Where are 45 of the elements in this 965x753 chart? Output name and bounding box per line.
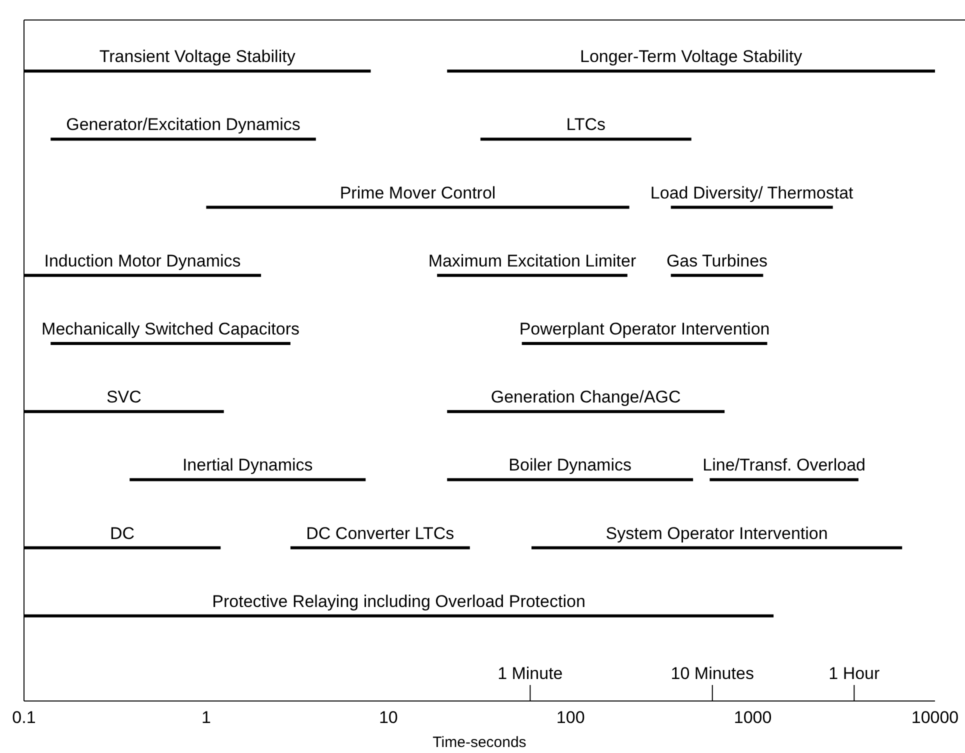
- data-label: Transient Voltage Stability: [99, 47, 296, 66]
- bar: [437, 274, 628, 277]
- ref-line-label: 1 Minute: [498, 664, 563, 683]
- bar: [531, 546, 902, 550]
- bar: [480, 138, 692, 141]
- x-tick-label: 100: [556, 708, 585, 727]
- data-label: SVC: [106, 388, 142, 407]
- x-tick-label: 10000: [911, 708, 959, 727]
- bar: [50, 342, 290, 345]
- data-label: Line/Transf. Overload: [702, 456, 866, 475]
- data-label: Generator/Excitation Dynamics: [66, 115, 300, 134]
- data-label: Longer-Term Voltage Stability: [580, 47, 803, 66]
- data-label: Induction Motor Dynamics: [44, 251, 241, 270]
- data-label: System Operator Intervention: [606, 524, 828, 543]
- bar: [522, 342, 768, 345]
- ref-line-label: 10 Minutes: [670, 664, 754, 683]
- x-tick-label: 1000: [734, 708, 772, 727]
- bar: [447, 478, 694, 482]
- bar: [206, 206, 630, 209]
- bar: [710, 478, 858, 482]
- data-label: DC Converter LTCs: [306, 524, 454, 543]
- bar: [50, 138, 316, 141]
- data-label: LTCs: [566, 115, 606, 134]
- x-tick-label: 0.1: [12, 708, 36, 727]
- bar: [130, 478, 366, 482]
- bar: [670, 274, 764, 277]
- bar: [670, 206, 833, 209]
- bar: [447, 70, 935, 73]
- bar: [290, 546, 470, 550]
- x-axis-title: Time-seconds: [432, 734, 526, 751]
- data-label: Boiler Dynamics: [508, 456, 632, 475]
- data-label: Inertial Dynamics: [182, 456, 313, 475]
- data-label: Mechanically Switched Capacitors: [42, 319, 300, 338]
- ref-line-label: 1 Hour: [828, 664, 880, 683]
- data-label: DC: [110, 524, 135, 543]
- data-label: Powerplant Operator Intervention: [519, 319, 770, 338]
- data-label: Generation Change/AGC: [490, 388, 681, 407]
- data-label: Maximum Excitation Limiter: [428, 251, 636, 270]
- data-label: Gas Turbines: [666, 251, 768, 270]
- data-label: Protective Relaying including Overload Protection: [212, 592, 586, 611]
- x-tick-label: 1: [201, 708, 211, 727]
- bar: [447, 410, 725, 414]
- data-label: Prime Mover Control: [340, 183, 496, 202]
- x-tick-label: 10: [378, 708, 398, 727]
- data-label: Load Diversity/ Thermostat: [650, 183, 854, 202]
